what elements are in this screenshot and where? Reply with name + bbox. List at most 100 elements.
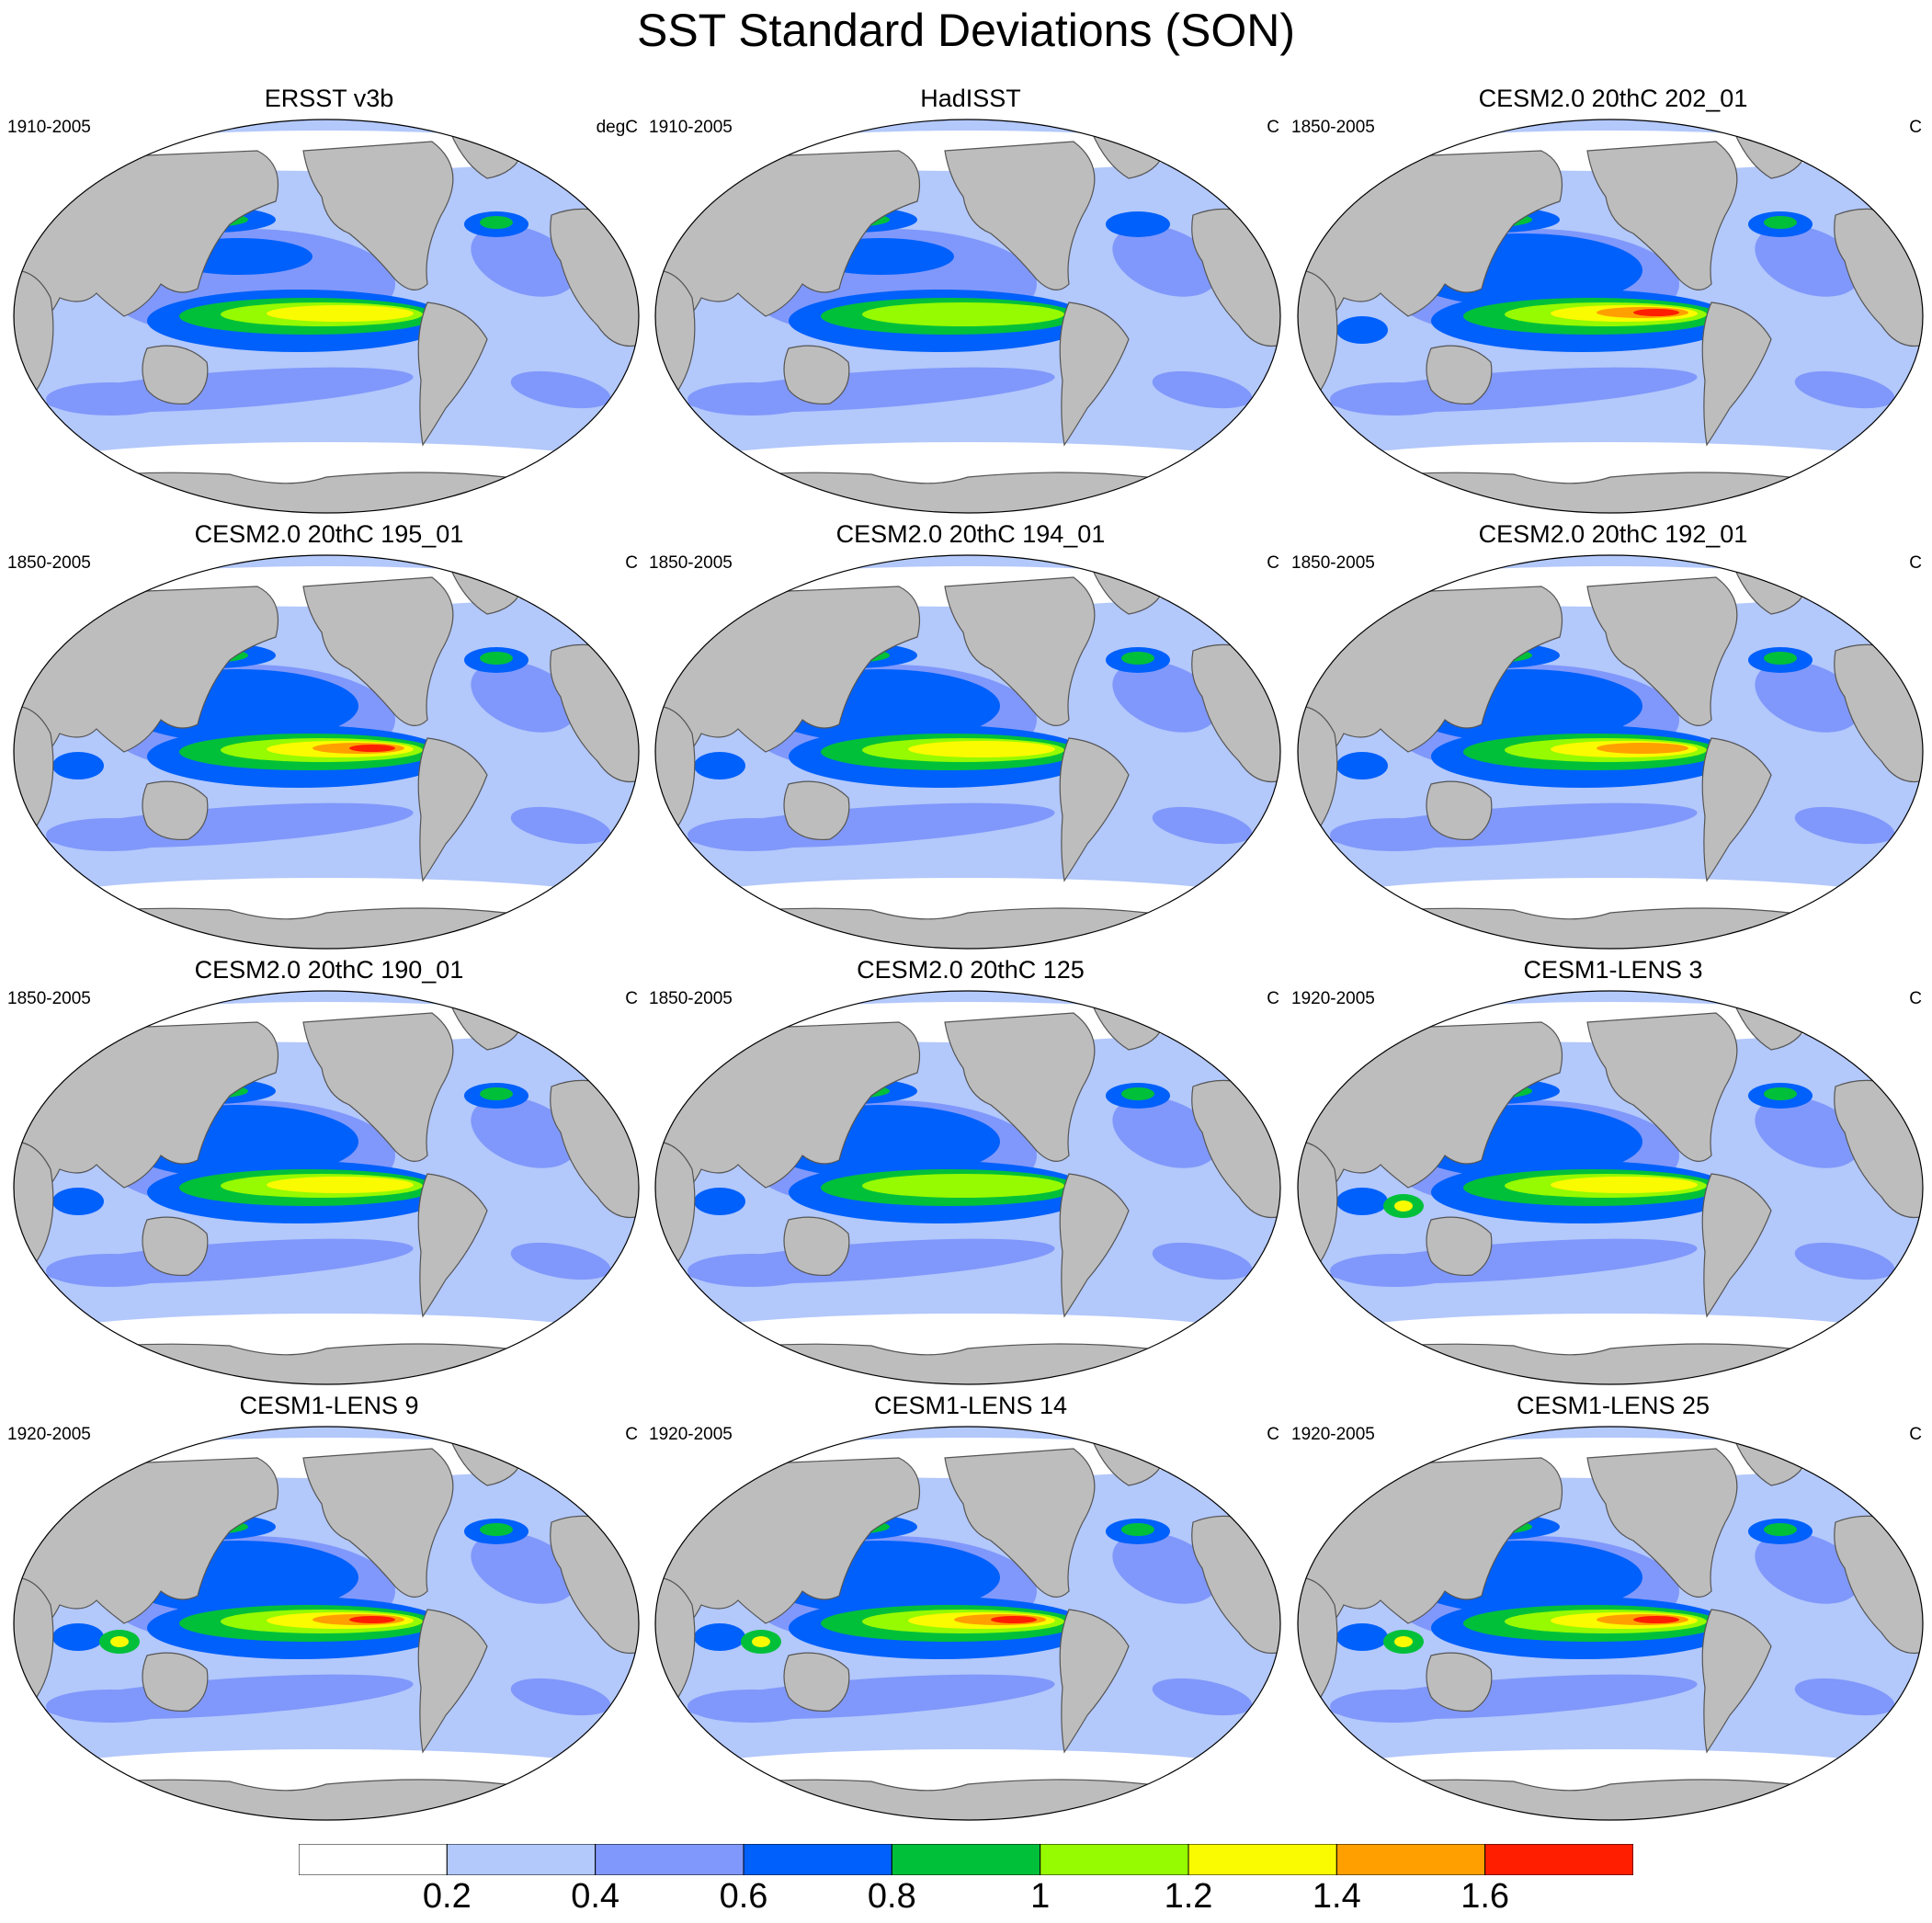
south-atlantic-band [1794,806,1895,845]
panel-period: 1850-2005 [1291,553,1375,573]
enso-contour [1633,1616,1679,1623]
panel-period: 1850-2005 [7,553,91,573]
panel-units: C [1909,989,1922,1008]
sst-map [1297,119,1924,514]
figure-title: SST Standard Deviations (SON) [636,5,1296,56]
sst-map [13,990,640,1385]
gulf-stream-core [480,652,513,665]
sst-map [654,554,1281,950]
map-panel: HadISST 1910-2005 C [649,85,1292,535]
enso-contour [862,1174,1064,1198]
gulf-stream-core [1764,216,1797,229]
north-america-landmass [302,576,454,726]
south-atlantic-band [1794,1242,1895,1280]
colorbar-swatch [1040,1844,1189,1875]
australia-landmass [142,345,209,405]
enso-contour [991,1616,1037,1623]
map-panel: CESM1-LENS 9 1920-2005 C [7,1392,651,1842]
indian-ocean-core [52,1623,104,1651]
south-atlantic-band [1152,806,1253,845]
indian-ocean-core [1336,316,1388,344]
colorbar [299,1844,1633,1875]
panel-title: CESM1-LENS 25 [1516,1392,1710,1419]
gulf-stream-core [1121,1523,1154,1536]
north-america-landmass [302,1448,454,1598]
north-atlantic-band [1755,661,1861,733]
south-atlantic-band [1152,1242,1253,1280]
iod-peak [752,1636,770,1647]
map-panel: CESM2.0 20thC 202_01 1850-2005 C [1291,85,1932,535]
south-america-landmass [417,737,488,882]
australia-landmass [142,1652,209,1712]
panel-period: 1850-2005 [649,553,733,573]
north-america-landmass [1586,1448,1738,1598]
map-outline [654,990,1281,1385]
north-america-landmass [944,141,1096,290]
colorbar-tick-label: 1.6 [1460,1877,1510,1916]
antarctica-landmass [14,1343,639,1384]
north-atlantic-band [1112,225,1219,297]
indian-ocean-band [688,818,816,851]
colorbar-swatch [299,1844,448,1875]
australia-landmass [783,1652,850,1712]
panel-period: 1920-2005 [1291,1425,1375,1444]
map-outline [13,119,640,514]
panel-period: 1920-2005 [649,1425,733,1444]
panel-units: C [1267,553,1279,573]
colorbar-labels: 0.2 0.4 0.6 0.8 1 1.2 1.4 1.6 [299,1877,1633,1923]
sst-map [13,1426,640,1821]
iod-peak [1394,1636,1413,1647]
panel-title: CESM2.0 20thC 190_01 [194,956,464,984]
indian-ocean-core [1336,1623,1388,1651]
panel-units: C [1267,118,1279,137]
sst-map [1297,990,1924,1385]
enso-contour [862,302,1064,326]
map-outline [1297,990,1924,1385]
sst-map [1297,554,1924,950]
south-america-landmass [417,1173,488,1318]
enso-contour [908,741,1055,757]
map-outline [13,1426,640,1821]
south-america-landmass [1059,737,1130,882]
map-panel: ERSST v3b 1910-2005 degC [7,85,651,535]
panel-title: CESM2.0 20thC 192_01 [1478,520,1748,548]
map-panel: CESM1-LENS 25 1920-2005 C [1291,1392,1932,1842]
iod-peak [110,1636,129,1647]
gulf-stream-core [1121,1087,1154,1100]
colorbar-swatch [446,1844,597,1875]
south-america-landmass [1701,302,1772,447]
antarctica-landmass [1298,472,1923,513]
north-america-landmass [944,1448,1096,1598]
antarctica-landmass [1298,1779,1923,1820]
australia-landmass [1426,780,1493,841]
antarctica-landmass [1298,1343,1923,1384]
north-america-landmass [302,141,454,290]
north-america-landmass [302,1012,454,1162]
panel-period: 1910-2005 [7,118,91,137]
indian-ocean-core [694,1623,745,1651]
sst-map [1297,1426,1924,1821]
south-atlantic-band [510,1242,611,1280]
sst-map [654,990,1281,1385]
panel-title: CESM1-LENS 3 [1523,956,1703,984]
sst-map [13,554,640,950]
enso-contour [1633,309,1679,316]
indian-ocean-core [52,752,104,779]
panel-title: CESM2.0 20thC 194_01 [835,520,1106,548]
south-america-landmass [417,302,488,447]
south-america-landmass [1701,1609,1772,1754]
indian-ocean-core [1336,1188,1388,1215]
gulf-stream-core [480,1523,513,1536]
enso-contour [1597,743,1688,754]
north-atlantic-band [1112,1097,1219,1168]
map-outline [654,1426,1281,1821]
panel-units: C [625,1425,638,1444]
gulf-stream-core [480,216,513,229]
colorbar-swatch [1188,1844,1337,1875]
indian-ocean-band [1330,382,1459,415]
sst-map [654,1426,1281,1821]
gulf-stream-core [1764,1523,1797,1536]
map-panel: CESM2.0 20thC 190_01 1850-2005 C [7,956,651,1406]
antarctica-landmass [14,907,639,949]
gulf-stream-core [480,1087,513,1100]
